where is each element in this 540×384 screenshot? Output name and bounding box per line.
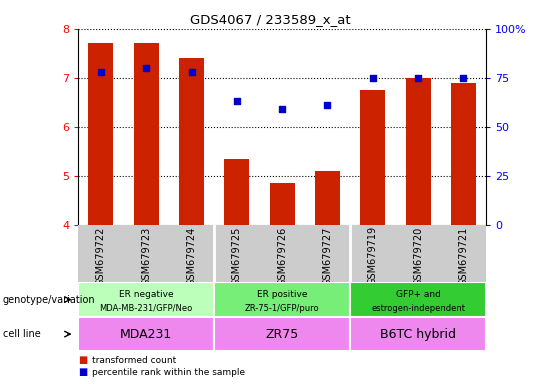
Bar <box>350 282 486 317</box>
Bar <box>269 183 295 225</box>
Bar <box>350 317 486 351</box>
Text: percentile rank within the sample: percentile rank within the sample <box>92 368 245 377</box>
Point <box>368 74 377 81</box>
Text: ■: ■ <box>78 367 87 377</box>
Bar <box>225 159 249 225</box>
Text: GSM679720: GSM679720 <box>413 227 423 286</box>
Text: GSM679722: GSM679722 <box>96 227 106 286</box>
Text: GSM679727: GSM679727 <box>322 227 333 286</box>
Text: ZR75: ZR75 <box>266 328 299 341</box>
Text: GSM679726: GSM679726 <box>277 227 287 286</box>
Text: GFP+ and: GFP+ and <box>396 290 441 299</box>
Text: ER positive: ER positive <box>257 290 307 299</box>
Point <box>233 98 241 104</box>
Text: GSM679723: GSM679723 <box>141 227 151 286</box>
Text: genotype/variation: genotype/variation <box>3 295 96 305</box>
Point <box>187 69 196 75</box>
Bar <box>406 78 430 225</box>
Text: ■: ■ <box>78 355 87 365</box>
Bar <box>451 83 476 225</box>
Text: transformed count: transformed count <box>92 356 176 365</box>
Text: GSM679725: GSM679725 <box>232 227 242 286</box>
Bar <box>89 43 113 225</box>
Bar <box>214 317 350 351</box>
Point <box>97 69 105 75</box>
Text: GSM679719: GSM679719 <box>368 227 378 285</box>
Bar <box>315 171 340 225</box>
Point <box>323 102 332 108</box>
Point <box>414 74 422 81</box>
Text: MDA-MB-231/GFP/Neo: MDA-MB-231/GFP/Neo <box>99 304 193 313</box>
Point <box>142 65 151 71</box>
Point <box>278 106 286 112</box>
Text: GDS4067 / 233589_x_at: GDS4067 / 233589_x_at <box>190 13 350 26</box>
Text: cell line: cell line <box>3 329 40 339</box>
Bar <box>78 282 214 317</box>
Text: GSM679721: GSM679721 <box>458 227 468 286</box>
Bar <box>134 43 159 225</box>
Text: estrogen-independent: estrogen-independent <box>371 304 465 313</box>
Bar <box>78 317 214 351</box>
Text: ER negative: ER negative <box>119 290 173 299</box>
Bar <box>360 90 385 225</box>
Text: MDA231: MDA231 <box>120 328 172 341</box>
Text: ZR-75-1/GFP/puro: ZR-75-1/GFP/puro <box>245 304 320 313</box>
Bar <box>179 58 204 225</box>
Text: B6TC hybrid: B6TC hybrid <box>380 328 456 341</box>
Bar <box>214 282 350 317</box>
Point <box>459 74 468 81</box>
Text: GSM679724: GSM679724 <box>186 227 197 286</box>
